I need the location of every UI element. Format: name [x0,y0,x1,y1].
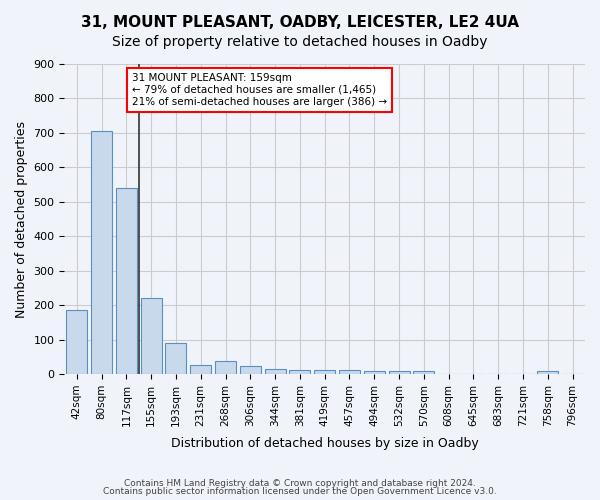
Text: 31 MOUNT PLEASANT: 159sqm
← 79% of detached houses are smaller (1,465)
21% of se: 31 MOUNT PLEASANT: 159sqm ← 79% of detac… [132,74,387,106]
Bar [66,310,88,374]
Bar [364,371,385,374]
Bar [91,131,112,374]
Bar [190,364,211,374]
Bar [140,298,162,374]
Text: Size of property relative to detached houses in Oadby: Size of property relative to detached ho… [112,35,488,49]
Bar [389,370,410,374]
Bar [339,370,360,374]
Bar [413,372,434,374]
Bar [215,362,236,374]
Text: Contains public sector information licensed under the Open Government Licence v3: Contains public sector information licen… [103,487,497,496]
Bar [166,342,187,374]
Text: 31, MOUNT PLEASANT, OADBY, LEICESTER, LE2 4UA: 31, MOUNT PLEASANT, OADBY, LEICESTER, LE… [81,15,519,30]
Bar [314,370,335,374]
Bar [265,369,286,374]
Bar [116,188,137,374]
Y-axis label: Number of detached properties: Number of detached properties [15,120,28,318]
Bar [537,371,559,374]
Bar [289,370,310,374]
Bar [240,366,261,374]
Text: Contains HM Land Registry data © Crown copyright and database right 2024.: Contains HM Land Registry data © Crown c… [124,478,476,488]
X-axis label: Distribution of detached houses by size in Oadby: Distribution of detached houses by size … [171,437,479,450]
